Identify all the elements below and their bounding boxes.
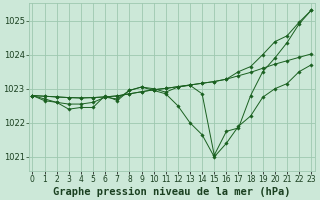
X-axis label: Graphe pression niveau de la mer (hPa): Graphe pression niveau de la mer (hPa) (53, 186, 291, 197)
